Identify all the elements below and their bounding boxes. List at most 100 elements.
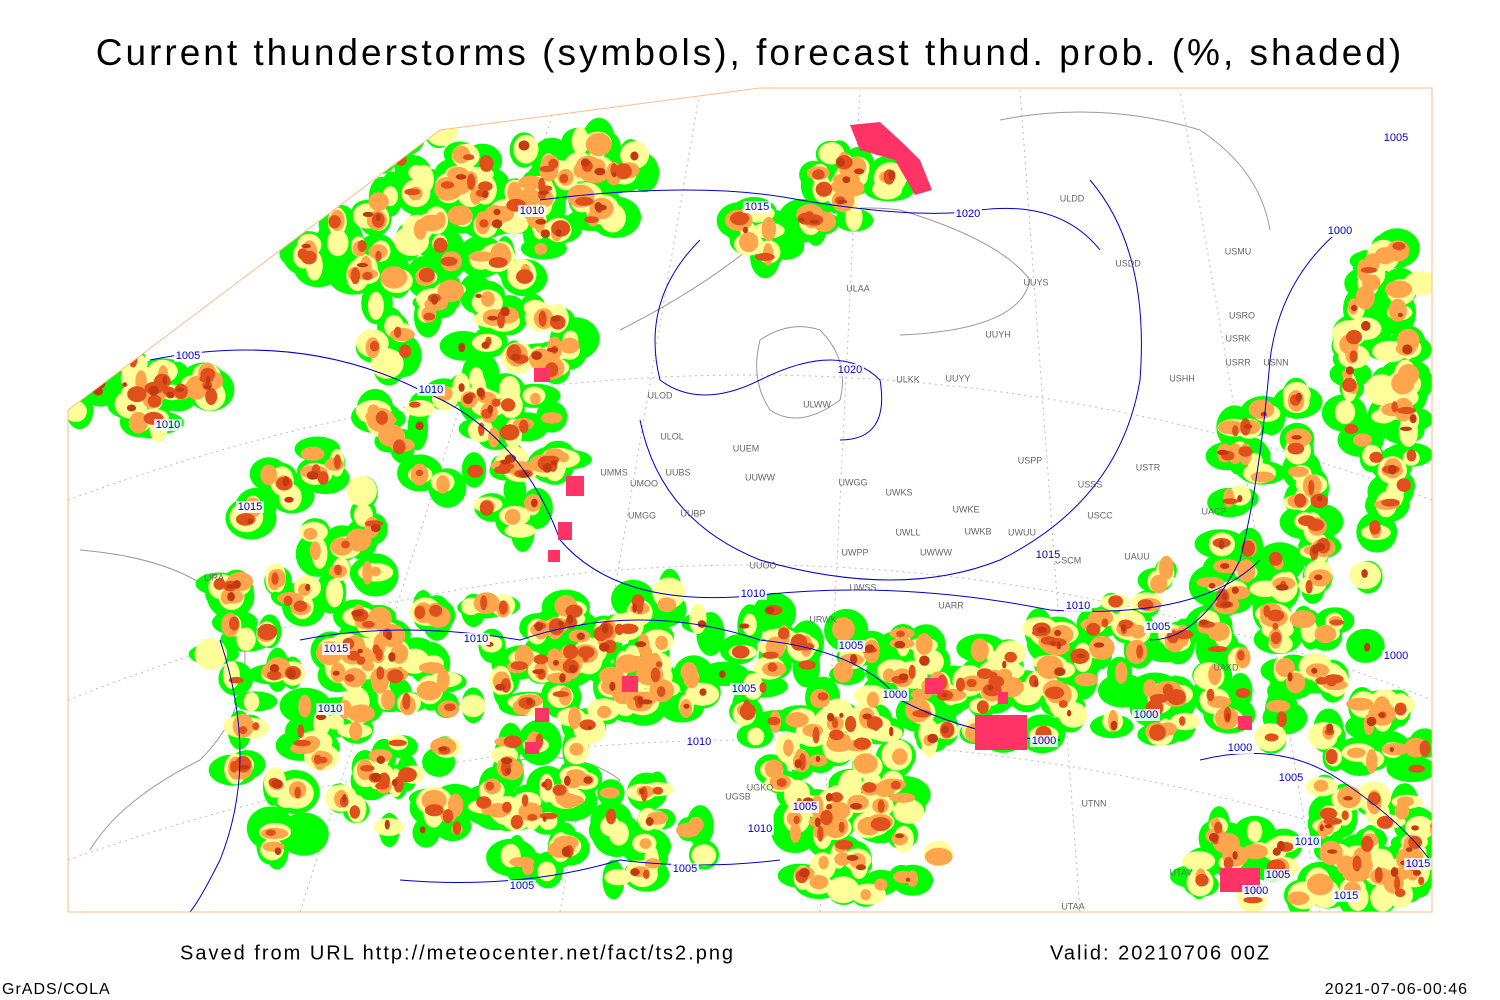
isobar-label: 1005 bbox=[1266, 869, 1290, 881]
shading-blob bbox=[444, 703, 456, 712]
storm-symbol bbox=[622, 676, 638, 692]
shading-blob bbox=[388, 652, 396, 662]
shading-blob bbox=[580, 158, 590, 167]
shading-blob bbox=[1394, 702, 1407, 716]
shading-blob bbox=[888, 170, 896, 181]
isobar-label-bg bbox=[322, 643, 350, 655]
shading-blob bbox=[601, 623, 609, 634]
shading-blob bbox=[1218, 539, 1225, 550]
station-code: UWLL bbox=[895, 527, 920, 537]
shading-blob bbox=[834, 852, 851, 866]
shading-blob bbox=[257, 623, 278, 641]
shading-blob bbox=[856, 864, 866, 871]
shading-blob bbox=[226, 584, 235, 589]
shading-blob bbox=[1344, 424, 1359, 434]
storm-cluster bbox=[850, 122, 932, 195]
shading-blob bbox=[842, 176, 851, 184]
coastline bbox=[619, 207, 1031, 336]
shading-blob bbox=[827, 712, 835, 722]
shading-blob bbox=[568, 706, 581, 730]
shading-blob bbox=[832, 617, 855, 642]
shading-blob bbox=[850, 803, 863, 810]
shading-blob bbox=[632, 603, 638, 613]
shading-blob bbox=[1101, 618, 1109, 628]
shading-blob bbox=[393, 125, 409, 144]
shading-blob bbox=[908, 664, 916, 680]
shading-blob bbox=[1396, 478, 1412, 492]
storm-symbol bbox=[566, 476, 584, 496]
shading-blob bbox=[203, 384, 212, 390]
isobar-line bbox=[189, 639, 241, 912]
isobar-label: 1000 bbox=[1244, 885, 1268, 897]
shading-blob bbox=[262, 841, 285, 852]
shading-blob bbox=[889, 792, 916, 803]
shading-blob bbox=[1220, 601, 1232, 608]
isobar-label: 1020 bbox=[956, 208, 980, 220]
shading-blob bbox=[630, 868, 640, 877]
shading-blob bbox=[368, 749, 393, 763]
shading-blob bbox=[558, 452, 570, 463]
parallels bbox=[68, 374, 1432, 861]
isobar-label-bg bbox=[791, 801, 819, 813]
shading-blob bbox=[1308, 479, 1315, 496]
shading-blob bbox=[162, 375, 168, 385]
shading-blob bbox=[833, 660, 854, 683]
shading-blob bbox=[1396, 406, 1417, 415]
shading-blob bbox=[1418, 876, 1425, 886]
shading-blob bbox=[862, 782, 877, 793]
shading-blob bbox=[462, 154, 475, 161]
shading-blob bbox=[798, 660, 816, 670]
shading-blob bbox=[1369, 520, 1381, 535]
shading-blob bbox=[416, 680, 443, 701]
shading-blob bbox=[222, 660, 240, 689]
shading-blob bbox=[1376, 815, 1394, 829]
shading-blob bbox=[317, 471, 329, 485]
shading-blob bbox=[533, 654, 549, 665]
isobar-label: 1005 bbox=[673, 863, 697, 875]
isobar-label-bg bbox=[154, 419, 182, 431]
shading-blob bbox=[912, 709, 932, 718]
shading-blob bbox=[1222, 498, 1239, 505]
station-code: UACP bbox=[1201, 506, 1226, 516]
shading-blob bbox=[455, 174, 467, 180]
isobar-label-bg bbox=[174, 350, 202, 362]
station-code: UUWW bbox=[745, 472, 775, 482]
shading-blob bbox=[238, 726, 248, 735]
shading-blob bbox=[369, 566, 381, 577]
station-code: USCM bbox=[1055, 555, 1082, 565]
shading-blob bbox=[577, 646, 595, 659]
shading-blob bbox=[368, 192, 389, 212]
shading-blob bbox=[612, 172, 617, 178]
shading-blob bbox=[247, 518, 253, 525]
shading-blob bbox=[1058, 702, 1088, 728]
shading-blob bbox=[809, 219, 820, 224]
shading-blob bbox=[809, 875, 829, 890]
shading-blob bbox=[398, 767, 417, 783]
shading-blob bbox=[266, 670, 282, 681]
shading-blob bbox=[548, 158, 559, 169]
shading-blob bbox=[347, 704, 375, 723]
shading-blob bbox=[941, 725, 949, 734]
shading-blob bbox=[346, 475, 377, 507]
shading-blob bbox=[260, 464, 278, 486]
shading-blob bbox=[501, 757, 513, 765]
shading-blob bbox=[955, 677, 966, 692]
shading-blob bbox=[1076, 653, 1086, 659]
shading-blob bbox=[1179, 716, 1186, 726]
shading-blob bbox=[362, 560, 373, 585]
shading-blob bbox=[194, 638, 228, 670]
shading-blob bbox=[534, 242, 548, 255]
shading-blob bbox=[1291, 435, 1302, 440]
station-code: UUYS bbox=[1023, 277, 1048, 287]
shading-blob bbox=[1208, 663, 1222, 686]
shading-blob bbox=[205, 376, 211, 386]
shading-blob bbox=[604, 869, 632, 886]
shading-blob bbox=[942, 692, 948, 698]
shading-blob bbox=[435, 211, 446, 229]
shading-blob bbox=[1305, 579, 1313, 594]
isobar-label-bg bbox=[1144, 621, 1172, 633]
shading-blob bbox=[236, 627, 256, 652]
shading-blob bbox=[1319, 824, 1324, 832]
station-code: UTAV bbox=[1170, 867, 1193, 877]
